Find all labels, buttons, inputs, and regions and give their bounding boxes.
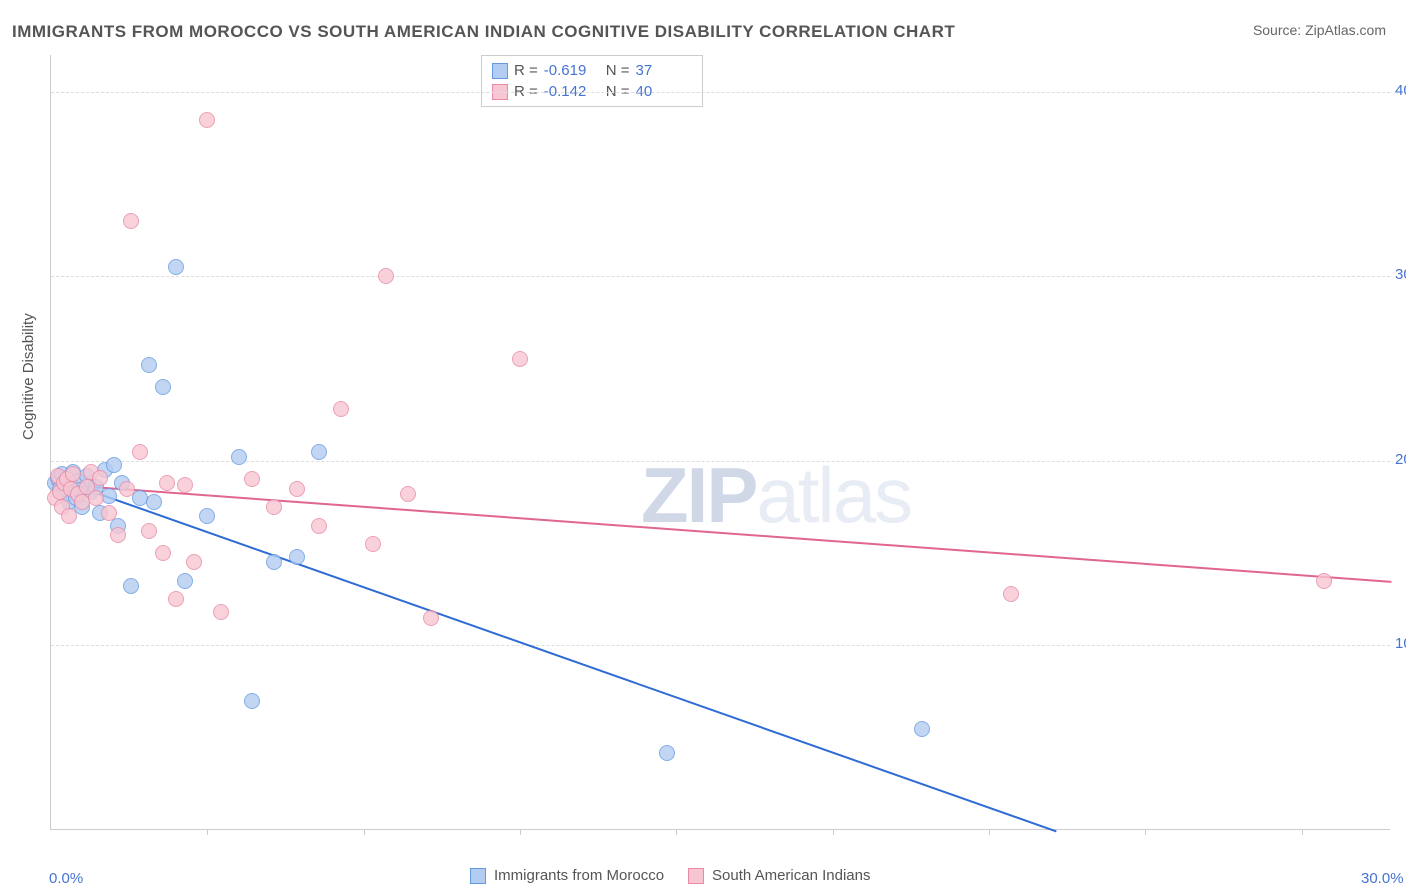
legend-item: South American Indians <box>688 867 870 884</box>
data-point <box>659 745 675 761</box>
data-point <box>123 213 139 229</box>
watermark: ZIPatlas <box>641 450 911 541</box>
y-tick-label: 30.0% <box>1395 266 1406 283</box>
legend-row: R = -0.619 N = 37 <box>492 60 692 81</box>
y-tick-label: 40.0% <box>1395 82 1406 99</box>
trend-line <box>51 476 1057 832</box>
data-point <box>311 518 327 534</box>
data-point <box>266 554 282 570</box>
data-point <box>177 573 193 589</box>
x-tick <box>520 829 521 835</box>
y-tick-label: 20.0% <box>1395 451 1406 468</box>
data-point <box>378 268 394 284</box>
watermark-bold: ZIP <box>641 451 756 539</box>
legend-item: Immigrants from Morocco <box>470 867 664 884</box>
data-point <box>1003 586 1019 602</box>
data-point <box>231 449 247 465</box>
data-point <box>423 610 439 626</box>
data-point <box>159 475 175 491</box>
data-point <box>92 470 108 486</box>
chart-plot-area: ZIPatlas R =-0.619N =37R =-0.142N =40 10… <box>50 55 1390 830</box>
x-tick <box>989 829 990 835</box>
source-label: Source: ZipAtlas.com <box>1253 22 1386 38</box>
y-axis-label: Cognitive Disability <box>20 313 37 440</box>
legend-swatch <box>470 868 486 884</box>
data-point <box>199 508 215 524</box>
y-tick-label: 10.0% <box>1395 635 1406 652</box>
gridline <box>51 461 1390 462</box>
legend-label: Immigrants from Morocco <box>494 867 664 884</box>
x-tick-label: 0.0% <box>49 870 83 887</box>
gridline <box>51 645 1390 646</box>
data-point <box>512 351 528 367</box>
legend-r-value: -0.619 <box>544 62 600 79</box>
legend-n-value: 37 <box>636 62 692 79</box>
x-tick <box>1145 829 1146 835</box>
x-tick-label: 30.0% <box>1361 870 1404 887</box>
data-point <box>155 545 171 561</box>
data-point <box>266 499 282 515</box>
data-point <box>65 466 81 482</box>
data-point <box>213 604 229 620</box>
chart-title: IMMIGRANTS FROM MOROCCO VS SOUTH AMERICA… <box>12 22 955 42</box>
data-point <box>110 527 126 543</box>
data-point <box>199 112 215 128</box>
data-point <box>177 477 193 493</box>
data-point <box>146 494 162 510</box>
legend-swatch <box>492 63 508 79</box>
data-point <box>168 259 184 275</box>
data-point <box>168 591 184 607</box>
data-point <box>141 357 157 373</box>
data-point <box>61 508 77 524</box>
data-point <box>186 554 202 570</box>
data-point <box>106 457 122 473</box>
x-tick <box>676 829 677 835</box>
gridline <box>51 276 1390 277</box>
trend-line <box>51 483 1391 583</box>
data-point <box>311 444 327 460</box>
x-tick <box>1302 829 1303 835</box>
data-point <box>132 444 148 460</box>
x-tick <box>207 829 208 835</box>
data-point <box>1316 573 1332 589</box>
data-point <box>119 481 135 497</box>
data-point <box>155 379 171 395</box>
data-point <box>123 578 139 594</box>
data-point <box>141 523 157 539</box>
series-legend: Immigrants from Morocco South American In… <box>470 867 870 884</box>
data-point <box>244 693 260 709</box>
legend-swatch <box>688 868 704 884</box>
legend-r-label: R = <box>514 62 538 79</box>
data-point <box>365 536 381 552</box>
correlation-legend: R =-0.619N =37R =-0.142N =40 <box>481 55 703 107</box>
data-point <box>289 549 305 565</box>
legend-label: South American Indians <box>712 867 870 884</box>
x-tick <box>833 829 834 835</box>
gridline <box>51 92 1390 93</box>
data-point <box>244 471 260 487</box>
data-point <box>914 721 930 737</box>
watermark-light: atlas <box>756 451 911 539</box>
data-point <box>333 401 349 417</box>
data-point <box>289 481 305 497</box>
data-point <box>400 486 416 502</box>
data-point <box>101 505 117 521</box>
legend-n-label: N = <box>606 62 630 79</box>
data-point <box>88 490 104 506</box>
x-tick <box>364 829 365 835</box>
